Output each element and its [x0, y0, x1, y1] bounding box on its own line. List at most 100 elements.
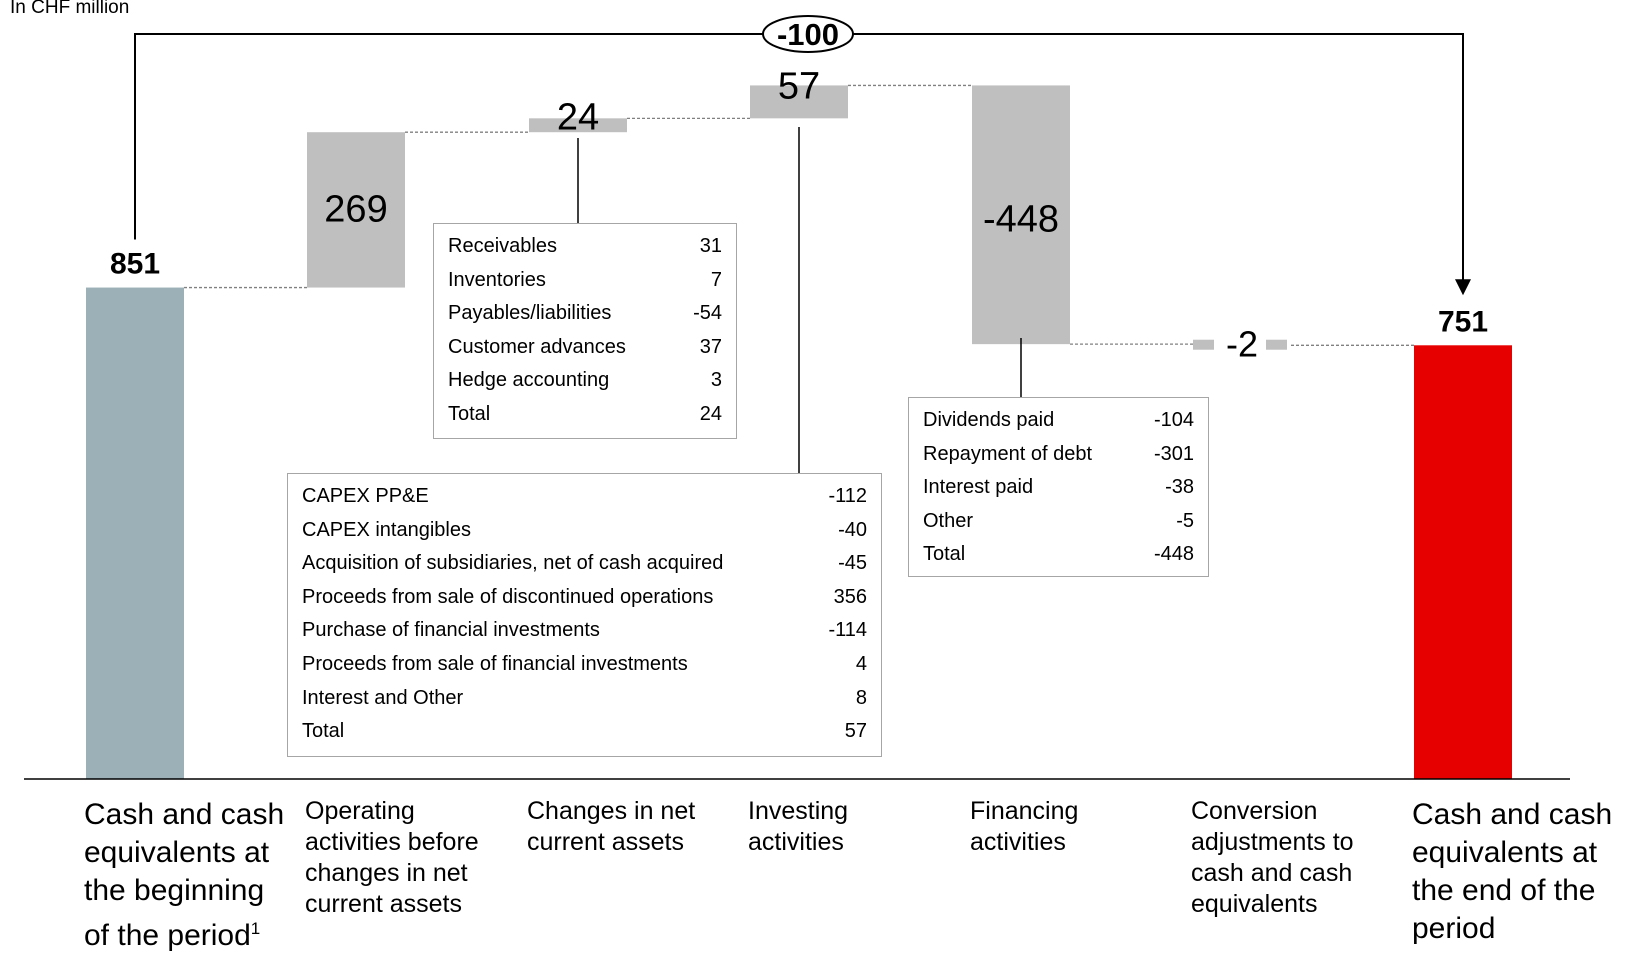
breakdown-row-value: -112	[828, 485, 867, 507]
breakdown-row-label: Total	[448, 402, 491, 425]
breakdown-net-current-assets: Receivables 31 Inventories 7 Payables/liabil…	[433, 223, 737, 439]
breakdown-row-value: 356	[833, 585, 867, 608]
breakdown-row-label: Repayment of debt	[923, 442, 1092, 465]
bar-investing	[750, 85, 848, 119]
breakdown-row: Total -448	[923, 541, 1194, 575]
category-label-line: the end of the	[1412, 874, 1596, 907]
bar-conversion-right	[1266, 339, 1287, 350]
breakdown-row-value: -54	[693, 302, 722, 325]
category-label-line: the beginning	[84, 874, 265, 907]
breakdown-row-value: -104	[1153, 409, 1194, 431]
breakdown-row-label: Receivables	[448, 235, 557, 257]
breakdown-row: Proceeds from sale of discontinued opera…	[302, 584, 867, 618]
breakdown-row-label: Other	[923, 509, 974, 532]
bar-net-current-assets	[529, 118, 627, 133]
category-label-line: Changes in net	[527, 797, 696, 825]
bar-operating	[307, 132, 405, 288]
unit-label: In CHF million	[10, 0, 130, 18]
category-label-financing: Financing activities	[970, 796, 1078, 858]
category-label-line: Cash and cash	[84, 798, 285, 831]
category-label-line: current assets	[527, 828, 685, 856]
category-label-line: period	[1412, 912, 1496, 945]
bar-financing	[972, 85, 1070, 345]
breakdown-row: Customer advances 37	[448, 334, 722, 368]
category-label-line: equivalents at	[1412, 836, 1598, 869]
category-label-net-current-assets: Changes in net current assets	[527, 796, 695, 858]
category-label-line: Operating	[305, 797, 415, 825]
net-change-value: -100	[777, 17, 839, 52]
bar-start	[86, 287, 184, 779]
breakdown-row-value: -114	[828, 619, 867, 642]
breakdown-row: Hedge accounting 3	[448, 367, 722, 401]
breakdown-row-label: Proceeds from sale of discontinued opera…	[302, 585, 714, 608]
breakdown-row-value: 37	[699, 335, 722, 358]
footnote-marker: 1	[250, 919, 261, 938]
breakdown-row-value: -448	[1153, 543, 1194, 566]
value-label-net-current-assets: 24	[557, 96, 599, 138]
category-label-line: Conversion	[1191, 797, 1318, 825]
category-label-operating: Operating activities before changes in net…	[305, 796, 479, 920]
category-label-line: activities	[970, 828, 1066, 856]
category-label-line: equivalents at	[84, 836, 270, 869]
category-label-line: Cash and cash	[1412, 798, 1613, 831]
value-label-start: 851	[110, 248, 160, 281]
breakdown-row-label: Interest paid	[923, 476, 1034, 499]
breakdown-row: CAPEX intangibles -40	[302, 517, 867, 551]
value-label-conversion: -2	[1226, 324, 1258, 365]
breakdown-row: Payables/liabilities -54	[448, 300, 722, 334]
net-change-oval	[762, 15, 854, 53]
breakdown-financing: Dividends paid -104 Repayment of debt -301 I…	[908, 397, 1209, 577]
breakdown-row-value: 57	[844, 720, 867, 743]
breakdown-row-value: -5	[1176, 509, 1194, 532]
bar-conversion	[1193, 339, 1214, 350]
breakdown-row-label: Total	[923, 543, 966, 566]
category-label-start: Cash and cash equivalents at the beginning…	[84, 796, 284, 955]
breakdown-row-label: Interest and Other	[302, 686, 464, 709]
breakdown-row: Proceeds from sale of financial investme…	[302, 651, 867, 685]
breakdown-row-label: Payables/liabilities	[448, 302, 612, 325]
category-label-line: Investing	[748, 797, 849, 825]
value-label-investing: 57	[778, 65, 820, 107]
breakdown-row: Acquisition of subsidiaries, net of cash…	[302, 550, 867, 584]
value-label-operating: 269	[324, 189, 387, 231]
breakdown-row: Receivables 31	[448, 233, 722, 267]
breakdown-row-label: Purchase of financial investments	[302, 619, 600, 642]
breakdown-row-value: 24	[699, 402, 722, 425]
category-label-line: of the period1	[84, 919, 261, 952]
breakdown-row-label: Proceeds from sale of financial investme…	[302, 652, 688, 675]
category-label-end: Cash and cash equivalents at the end of th…	[1412, 796, 1612, 948]
breakdown-row-label: Acquisition of subsidiaries, net of cash…	[302, 552, 724, 575]
category-label-line: cash and cash	[1191, 859, 1353, 887]
breakdown-row: CAPEX PP&E -112	[302, 483, 867, 517]
breakdown-row: Total 57	[302, 718, 867, 752]
breakdown-row-label: Total	[302, 720, 345, 743]
breakdown-row: Purchase of financial investments -114	[302, 617, 867, 651]
breakdown-row-value: 7	[710, 268, 722, 291]
category-label-investing: Investing activities	[748, 796, 848, 858]
breakdown-row: Total 24	[448, 401, 722, 435]
breakdown-row: Dividends paid -104	[923, 407, 1194, 441]
bar-end	[1414, 345, 1512, 779]
breakdown-row-value: 4	[855, 652, 867, 675]
breakdown-row: Other -5	[923, 508, 1194, 542]
breakdown-row-value: 31	[699, 235, 722, 257]
breakdown-row: Interest paid -38	[923, 474, 1194, 508]
breakdown-row-label: Inventories	[448, 268, 546, 291]
breakdown-row-value: -45	[838, 552, 867, 575]
breakdown-row: Interest and Other 8	[302, 685, 867, 719]
breakdown-row: Inventories 7	[448, 267, 722, 301]
category-label-line: current assets	[305, 890, 463, 918]
breakdown-row-value: -40	[838, 518, 867, 541]
breakdown-row-label: Customer advances	[448, 335, 626, 358]
breakdown-row: Repayment of debt -301	[923, 441, 1194, 475]
category-label-line: equivalents	[1191, 890, 1318, 918]
category-label-line: changes in net	[305, 859, 468, 887]
category-label-line: adjustments to	[1191, 828, 1354, 856]
breakdown-row-value: -38	[1165, 476, 1194, 499]
category-label-conversion: Conversion adjustments to cash and cash equ…	[1191, 796, 1354, 920]
breakdown-row-value: -301	[1153, 442, 1194, 465]
breakdown-investing: CAPEX PP&E -112 CAPEX intangibles -40 Acquis…	[287, 473, 882, 757]
breakdown-row-label: Hedge accounting	[448, 369, 610, 392]
category-label-line: activities	[748, 828, 844, 856]
